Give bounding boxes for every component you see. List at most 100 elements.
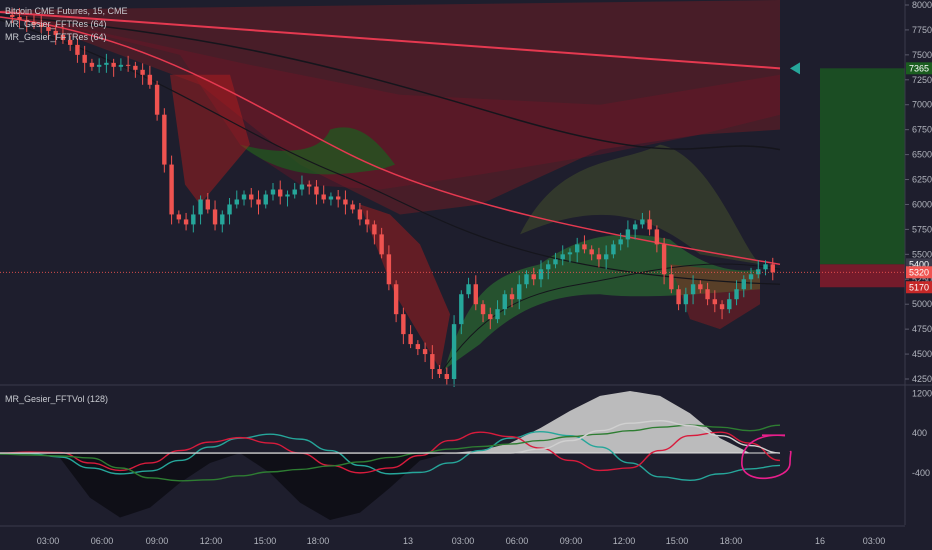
candle-body bbox=[560, 254, 565, 260]
candle-body bbox=[60, 34, 66, 40]
price-tick-label: 6750 bbox=[912, 125, 932, 135]
candle-body bbox=[10, 14, 15, 17]
legend-indicator-2: MR_Gesier_FFTRes (64) bbox=[5, 32, 107, 42]
time-tick-label: 06:00 bbox=[506, 536, 529, 546]
candle-body bbox=[466, 284, 471, 295]
time-tick-label: 03:00 bbox=[452, 536, 475, 546]
annotation-circle bbox=[741, 434, 792, 479]
candle-body bbox=[756, 269, 761, 275]
price-badge bbox=[906, 266, 932, 279]
candle-body bbox=[140, 69, 145, 75]
price-badge-label: 7365 bbox=[909, 63, 929, 73]
candle-body bbox=[314, 186, 319, 195]
candle-body bbox=[147, 74, 153, 85]
candle-body bbox=[690, 284, 696, 295]
green-cloud-2 bbox=[445, 234, 760, 370]
candle-body bbox=[488, 314, 493, 320]
time-tick-label: 13 bbox=[403, 536, 413, 546]
candle-body bbox=[661, 244, 667, 275]
candle-body bbox=[256, 199, 261, 205]
candle-body bbox=[53, 30, 58, 35]
candle-body bbox=[669, 274, 674, 290]
stop-zone-red bbox=[820, 264, 905, 288]
mid-trend-red bbox=[0, 16, 781, 266]
price-tick-label: 5250 bbox=[912, 274, 932, 284]
candle-body bbox=[589, 249, 594, 255]
price-badge bbox=[906, 62, 932, 75]
candle-body bbox=[611, 244, 616, 255]
time-tick-label: 09:00 bbox=[560, 536, 583, 546]
candle-body bbox=[451, 324, 457, 380]
time-tick-label: 03:00 bbox=[863, 536, 886, 546]
candle-body bbox=[422, 349, 428, 355]
price-badge bbox=[906, 281, 932, 294]
candle-body bbox=[393, 284, 399, 315]
time-tick-label: 03:00 bbox=[37, 536, 60, 546]
candle-body bbox=[212, 209, 218, 225]
candle-body bbox=[220, 214, 225, 225]
price-tick-label: 7500 bbox=[912, 50, 932, 60]
red-fan-1 bbox=[170, 74, 250, 205]
candle-body bbox=[567, 252, 573, 255]
candle-body bbox=[538, 269, 544, 280]
target-arrow-icon bbox=[790, 62, 800, 75]
candle-body bbox=[459, 294, 464, 325]
candle-body bbox=[770, 264, 775, 273]
candle-body bbox=[118, 64, 124, 67]
candle-body bbox=[75, 44, 80, 55]
candle-body bbox=[234, 199, 239, 205]
candle-body bbox=[183, 219, 189, 225]
candle-body bbox=[524, 274, 529, 285]
candle-body bbox=[104, 62, 109, 65]
candle-body bbox=[191, 214, 196, 225]
candle-body bbox=[350, 204, 355, 210]
candle-body bbox=[386, 254, 392, 285]
candle-body bbox=[408, 334, 413, 345]
candle-body bbox=[176, 214, 182, 220]
candle-body bbox=[531, 274, 536, 280]
candle-body bbox=[582, 244, 587, 250]
time-tick-label: 12:00 bbox=[613, 536, 636, 546]
candle-body bbox=[444, 374, 450, 380]
candle-body bbox=[734, 289, 739, 300]
candle-body bbox=[321, 194, 326, 200]
candle-body bbox=[509, 294, 515, 300]
candle-body bbox=[125, 64, 131, 66]
candle-body bbox=[763, 264, 768, 270]
candle-body bbox=[169, 164, 174, 215]
target-zone-green bbox=[820, 68, 905, 265]
legend-symbol: Bitcoin CME Futures, 15, CME bbox=[5, 6, 128, 16]
candle-body bbox=[574, 244, 580, 253]
candle-body bbox=[31, 21, 37, 25]
candle-body bbox=[96, 64, 102, 67]
osc-series-1 bbox=[0, 430, 781, 482]
candle-body bbox=[727, 299, 732, 310]
price-badge-label: 5320 bbox=[909, 267, 929, 277]
price-tick-label: 4500 bbox=[912, 349, 932, 359]
price-tick-label: 7750 bbox=[912, 25, 932, 35]
price-tick-label: 5500 bbox=[912, 249, 932, 259]
candle-body bbox=[401, 314, 406, 335]
candle-body bbox=[712, 299, 718, 305]
candle-body bbox=[473, 284, 478, 305]
candle-body bbox=[618, 239, 623, 245]
candle-body bbox=[546, 264, 551, 270]
candle-body bbox=[632, 224, 638, 230]
green-bell-fill bbox=[520, 144, 760, 265]
candle-body bbox=[39, 24, 44, 27]
candle-body bbox=[24, 19, 29, 22]
long-trend-dark bbox=[0, 14, 781, 151]
candle-body bbox=[82, 54, 87, 63]
candle-body bbox=[748, 274, 754, 280]
osc-tick-label: 1200 bbox=[912, 388, 932, 398]
osc-series-2 bbox=[0, 431, 781, 474]
candle-body bbox=[111, 62, 116, 67]
time-tick-label: 16 bbox=[815, 536, 825, 546]
price-pane bbox=[0, 0, 905, 387]
candle-body bbox=[133, 65, 138, 70]
price-tick-label: 5000 bbox=[912, 299, 932, 309]
candle-body bbox=[698, 284, 703, 290]
candle-body bbox=[517, 284, 522, 300]
green-cloud-1 bbox=[240, 127, 395, 175]
time-tick-label: 15:00 bbox=[254, 536, 277, 546]
